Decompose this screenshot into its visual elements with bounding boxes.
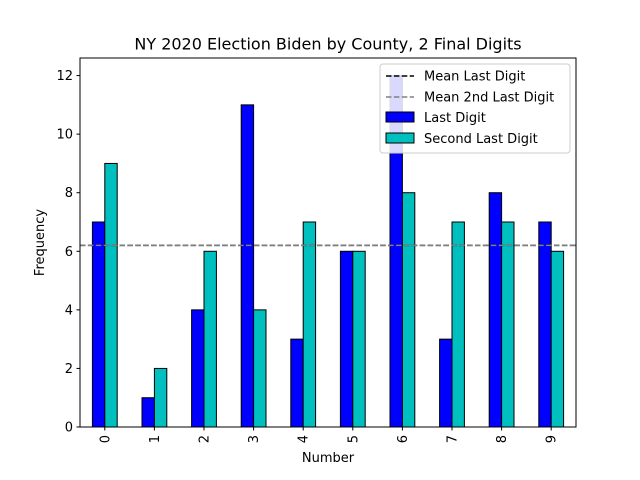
- legend-key-second-last-digit: [385, 132, 415, 144]
- x-axis-label: Number: [302, 451, 355, 466]
- x-tick-label-1: 1: [148, 435, 163, 443]
- legend-label-second-last-digit: Second Last Digit: [424, 132, 538, 147]
- legend: Mean Last Digit Mean 2nd Last Digit Last…: [379, 63, 571, 154]
- x-tick-label-2: 2: [198, 435, 213, 443]
- bar-second-last-digit-1: [153, 367, 168, 428]
- legend-label-mean-last-digit: Mean Last Digit: [424, 70, 525, 85]
- legend-label-mean-2nd-last-digit: Mean 2nd Last Digit: [424, 91, 554, 106]
- y-axis-label: Frequency: [33, 209, 48, 276]
- bar-last-digit-2: [191, 309, 205, 428]
- bar-last-digit-4: [290, 338, 304, 428]
- bar-second-last-digit-8: [501, 221, 515, 428]
- bar-last-digit-7: [439, 338, 453, 428]
- bar-last-digit-5: [339, 250, 354, 428]
- bar-second-last-digit-2: [203, 250, 217, 428]
- x-tick-label-5: 5: [346, 435, 361, 443]
- x-axis: 0 1 2 3 4 5 6 7 8 9: [98, 427, 560, 443]
- x-tick-label-9: 9: [545, 435, 560, 443]
- bars-layer: [91, 75, 565, 428]
- bar-second-last-digit-6: [401, 192, 416, 428]
- bar-second-last-digit-4: [302, 221, 317, 428]
- x-tick-label-7: 7: [446, 435, 461, 443]
- plot-frame: [79, 57, 577, 428]
- y-tick-label-12: 12: [56, 69, 73, 84]
- bar-second-last-digit-7: [451, 221, 465, 428]
- bar-second-last-digit-0: [104, 162, 118, 428]
- chart-title: NY 2020 Election Biden by County, 2 Fina…: [134, 35, 521, 54]
- x-tick-label-6: 6: [396, 435, 411, 443]
- legend-box: [379, 63, 571, 154]
- x-tick-label-8: 8: [495, 435, 510, 443]
- y-tick-label-2: 2: [65, 362, 73, 377]
- bar-second-last-digit-3: [253, 309, 267, 428]
- x-tick-label-3: 3: [247, 435, 262, 443]
- y-tick-label-4: 4: [65, 303, 73, 318]
- bar-last-digit-3: [240, 104, 255, 428]
- legend-label-last-digit: Last Digit: [424, 111, 486, 126]
- bar-last-digit-8: [488, 192, 503, 428]
- x-tick-label-4: 4: [297, 435, 312, 443]
- y-tick-label-8: 8: [65, 186, 73, 201]
- y-tick-label-6: 6: [65, 245, 73, 260]
- y-axis: 0 2 4 6 8 10 12: [56, 69, 80, 436]
- x-tick-label-0: 0: [98, 435, 113, 443]
- bar-last-digit-9: [538, 221, 552, 428]
- bar-last-digit-1: [141, 397, 155, 428]
- bar-second-last-digit-9: [550, 250, 565, 428]
- bar-second-last-digit-5: [352, 250, 366, 428]
- y-tick-label-10: 10: [56, 128, 73, 143]
- legend-key-last-digit: [385, 111, 415, 123]
- bar-last-digit-0: [91, 221, 106, 428]
- y-tick-label-0: 0: [65, 421, 73, 436]
